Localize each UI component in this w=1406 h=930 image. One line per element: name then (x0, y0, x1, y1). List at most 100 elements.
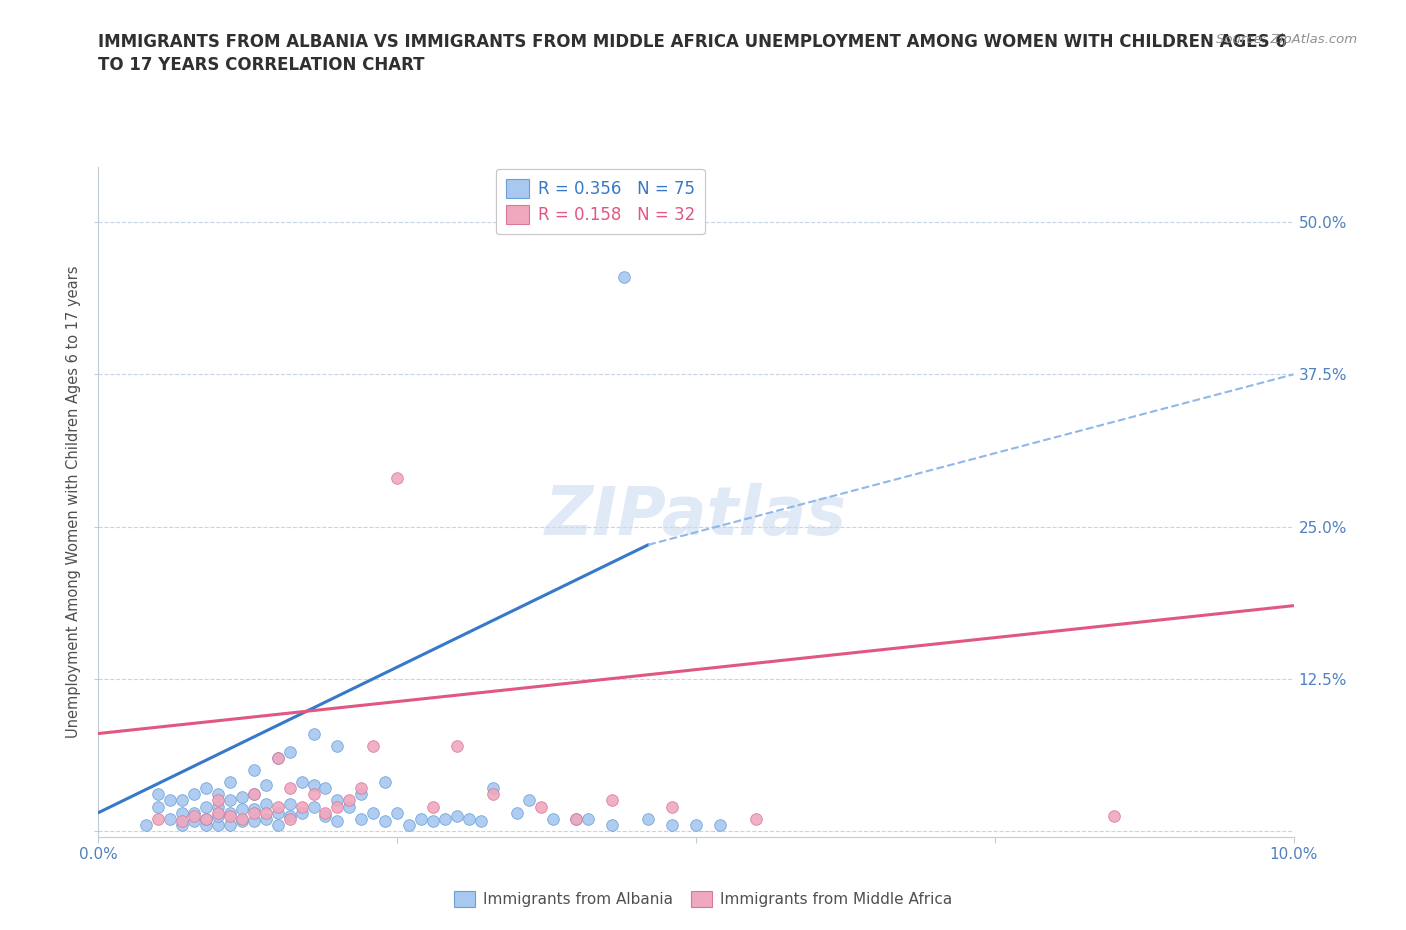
Point (326, 814, 349, 829)
Point (195, 799, 218, 814)
Point (278, 781, 301, 796)
Point (195, 811, 218, 826)
Point (339, 799, 360, 814)
Point (267, 817, 290, 832)
Point (243, 802, 266, 817)
Point (1104, 809, 1126, 824)
Point (219, 809, 242, 824)
Point (183, 809, 205, 824)
Point (159, 811, 181, 826)
Point (685, 817, 707, 832)
Point (291, 805, 314, 820)
Point (243, 763, 266, 777)
Point (315, 805, 337, 820)
Point (637, 811, 659, 826)
Point (254, 805, 277, 820)
Point (243, 814, 266, 829)
Point (183, 805, 205, 820)
Point (207, 799, 229, 814)
Point (529, 799, 551, 814)
Point (302, 726, 325, 741)
Point (481, 781, 505, 796)
Point (278, 797, 301, 812)
Point (434, 811, 457, 826)
Point (243, 805, 266, 820)
Point (613, 270, 636, 285)
Point (243, 787, 266, 802)
Point (422, 814, 444, 829)
Point (159, 793, 181, 808)
Point (385, 471, 409, 485)
Point (422, 799, 444, 814)
Point (326, 799, 349, 814)
Point (458, 811, 481, 826)
Point (398, 817, 420, 832)
Point (745, 811, 768, 826)
Point (326, 738, 349, 753)
Point (278, 811, 301, 826)
Point (207, 787, 229, 802)
Point (231, 802, 253, 817)
Point (267, 799, 290, 814)
Point (267, 751, 290, 765)
Point (231, 811, 253, 826)
Point (148, 799, 170, 814)
Point (195, 811, 218, 826)
Point (254, 777, 277, 792)
Point (661, 817, 683, 832)
Point (506, 805, 529, 820)
Point (602, 817, 624, 832)
Point (231, 790, 253, 804)
Point (661, 799, 683, 814)
Point (267, 751, 290, 765)
Point (183, 787, 205, 802)
Point (231, 814, 253, 829)
Point (350, 811, 373, 826)
Point (278, 809, 301, 824)
Point (254, 797, 277, 812)
Point (207, 817, 229, 832)
Point (302, 777, 325, 792)
Point (243, 787, 266, 802)
Point (578, 811, 600, 826)
Text: TO 17 YEARS CORRELATION CHART: TO 17 YEARS CORRELATION CHART (98, 56, 425, 73)
Point (172, 814, 194, 829)
Point (291, 799, 314, 814)
Point (374, 814, 396, 829)
Point (541, 811, 564, 826)
Point (219, 793, 242, 808)
Point (446, 809, 468, 824)
Point (350, 787, 373, 802)
Point (350, 781, 373, 796)
Point (339, 793, 360, 808)
Point (148, 811, 170, 826)
Point (302, 799, 325, 814)
Point (254, 811, 277, 826)
Point (315, 809, 337, 824)
Point (183, 814, 205, 829)
Legend: Immigrants from Albania, Immigrants from Middle Africa: Immigrants from Albania, Immigrants from… (447, 884, 959, 913)
Point (172, 805, 194, 820)
Point (602, 793, 624, 808)
Point (385, 805, 409, 820)
Point (219, 775, 242, 790)
Point (291, 775, 314, 790)
Y-axis label: Unemployment Among Women with Children Ages 6 to 17 years: Unemployment Among Women with Children A… (66, 266, 82, 738)
Point (207, 805, 229, 820)
Legend: R = 0.356   N = 75, R = 0.158   N = 32: R = 0.356 N = 75, R = 0.158 N = 32 (496, 169, 704, 234)
Text: IMMIGRANTS FROM ALBANIA VS IMMIGRANTS FROM MIDDLE AFRICA UNEMPLOYMENT AMONG WOME: IMMIGRANTS FROM ALBANIA VS IMMIGRANTS FR… (98, 33, 1288, 50)
Point (219, 805, 242, 820)
Point (481, 787, 505, 802)
Point (267, 805, 290, 820)
Point (315, 781, 337, 796)
Point (470, 814, 492, 829)
Point (207, 809, 229, 824)
Point (135, 817, 157, 832)
Point (709, 817, 731, 832)
Point (363, 738, 385, 753)
Point (326, 793, 349, 808)
Point (565, 811, 588, 826)
Point (363, 805, 385, 820)
Text: ZIPatlas: ZIPatlas (546, 483, 846, 549)
Point (172, 793, 194, 808)
